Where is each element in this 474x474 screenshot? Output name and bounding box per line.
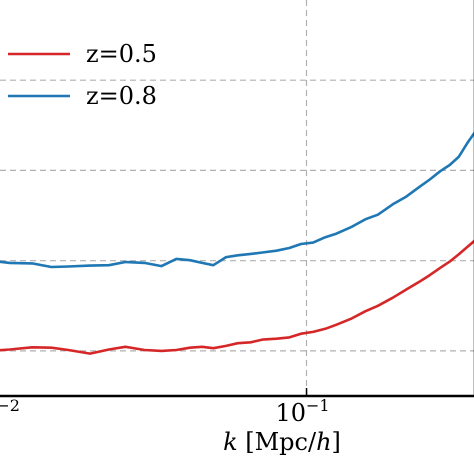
x-axis-label: k [Mpc/h] xyxy=(223,428,341,456)
series-line xyxy=(0,239,474,355)
legend-label: z=0.5 xyxy=(86,40,157,68)
x-tick-exponent: −1 xyxy=(306,396,330,415)
legend-label: z=0.8 xyxy=(86,82,157,110)
x-axis-ticks: 10−210−1 xyxy=(0,388,330,427)
grid xyxy=(0,0,474,396)
x-axis-label-h: h xyxy=(316,428,331,456)
x-tick-exponent: −2 xyxy=(0,396,20,415)
x-tick-base: 10 xyxy=(275,399,306,427)
series-line xyxy=(0,131,474,269)
x-tick-label: 10−2 xyxy=(0,396,20,427)
x-tick-label: 10−1 xyxy=(275,396,329,427)
legend: z=0.5 z=0.8 xyxy=(8,40,157,110)
plot-frame xyxy=(0,0,474,398)
x-axis-label-var: k xyxy=(223,428,238,456)
x-axis-label-unit: [Mpc/ xyxy=(238,428,317,456)
x-axis-label-close: ] xyxy=(332,428,341,456)
series-group xyxy=(0,131,474,355)
